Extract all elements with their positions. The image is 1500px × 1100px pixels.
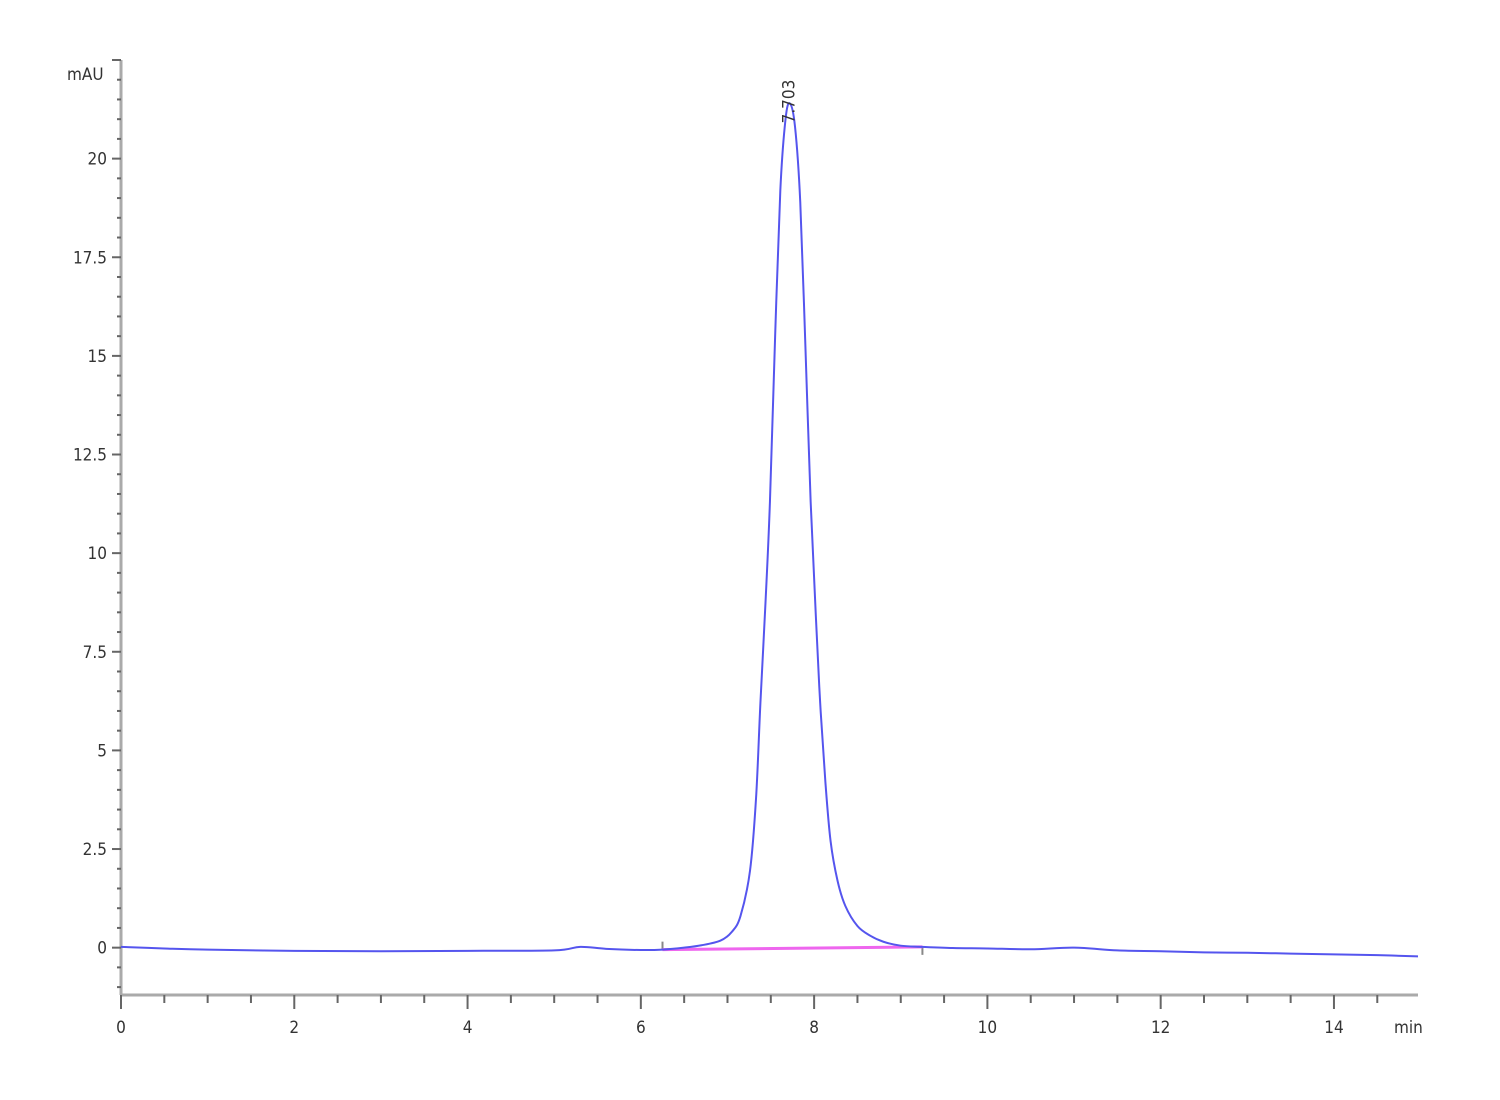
series-trace [120,102,1419,958]
x-tick-label: 8 [809,1018,819,1038]
x-axis-label: min [1394,1018,1423,1038]
x-tick-label: 14 [1324,1018,1343,1038]
x-tick-label: 6 [636,1018,646,1038]
y-tick-label: 12.5 [73,446,107,466]
x-tick-label: 10 [978,1018,997,1038]
y-tick-label: 17.5 [73,248,107,268]
integration-baseline [662,945,923,952]
y-tick-label: 5 [97,741,107,761]
ticks: 0 2.5 5 7.5 10 12.5 15 17.5 20 0 2 4 6 8 10 12 14 [73,59,1379,1038]
x-tick-label: 0 [116,1018,126,1038]
y-tick-label: 7.5 [83,643,107,663]
x-tick-label: 12 [1151,1018,1170,1038]
y-tick-label: 0 [97,939,107,959]
y-tick-label: 15 [88,347,107,367]
peak-label: 7.703 [779,80,799,124]
y-tick-label: 20 [88,150,107,170]
y-tick-label: 2.5 [83,840,107,860]
y-tick-label: 10 [88,544,107,564]
y-axis-label: mAU [67,65,104,85]
x-tick-label: 4 [463,1018,473,1038]
x-tick-label: 2 [289,1018,299,1038]
